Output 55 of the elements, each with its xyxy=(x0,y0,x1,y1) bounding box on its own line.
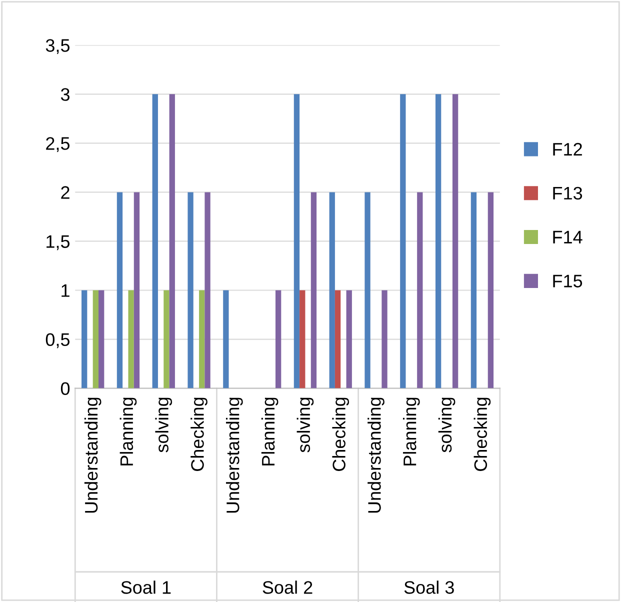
bar xyxy=(98,290,104,388)
x-tick-label: solving xyxy=(296,398,314,452)
x-tick-label: Checking xyxy=(474,398,491,471)
bar xyxy=(470,192,477,388)
x-tick-label: Understanding xyxy=(226,398,243,513)
text: Soal 2 xyxy=(262,580,312,594)
bar xyxy=(294,94,300,388)
bar xyxy=(82,290,88,388)
y-tick-label: 2,5 xyxy=(46,137,70,152)
legend-label: F12 xyxy=(553,142,582,156)
bar xyxy=(334,290,341,388)
x-tick-label: Checking xyxy=(190,398,208,471)
bar xyxy=(275,290,282,388)
bar xyxy=(134,192,140,388)
y-tick-label: 1,5 xyxy=(46,235,70,250)
bar xyxy=(400,94,406,388)
bar xyxy=(116,192,123,388)
x-tick-label: Understanding xyxy=(368,398,384,513)
bar xyxy=(92,290,99,388)
bar xyxy=(204,192,210,388)
bar xyxy=(452,94,458,388)
bar xyxy=(364,192,370,388)
y-tick-label: 3 xyxy=(60,88,70,101)
y-tick-label: 0 xyxy=(60,382,70,396)
text: Soal 3 xyxy=(404,580,454,594)
bar xyxy=(488,192,494,388)
x-tick-label: Planning xyxy=(120,398,137,466)
x-tick-label: Checking xyxy=(332,398,350,471)
bar xyxy=(169,94,175,388)
bar xyxy=(152,94,158,388)
x-tick-label: Planning xyxy=(402,398,420,466)
y-tick-label: 0,5 xyxy=(46,333,70,348)
legend-label: F13 xyxy=(553,186,582,200)
bar xyxy=(417,192,423,388)
bar xyxy=(310,192,317,388)
bar xyxy=(435,94,442,388)
y-tick-label: 3,5 xyxy=(46,39,70,54)
legend-label: F15 xyxy=(553,274,582,288)
y-tick-label: 2 xyxy=(61,186,70,199)
x-tick-label: Understanding xyxy=(84,398,102,513)
bar xyxy=(199,290,205,388)
bar xyxy=(188,192,194,388)
bar xyxy=(329,192,335,388)
bar xyxy=(164,290,170,388)
bar xyxy=(346,290,352,388)
bar xyxy=(128,290,134,388)
x-tick-label: solving xyxy=(155,398,172,452)
bar xyxy=(223,290,229,388)
legend-label: F14 xyxy=(553,230,582,244)
x-tick-label: solving xyxy=(438,398,456,452)
x-tick-label: Planning xyxy=(261,398,278,466)
bar xyxy=(300,290,306,388)
bar xyxy=(382,290,388,388)
y-tick-label: 1 xyxy=(62,284,70,297)
text: Soal 1 xyxy=(121,580,171,594)
